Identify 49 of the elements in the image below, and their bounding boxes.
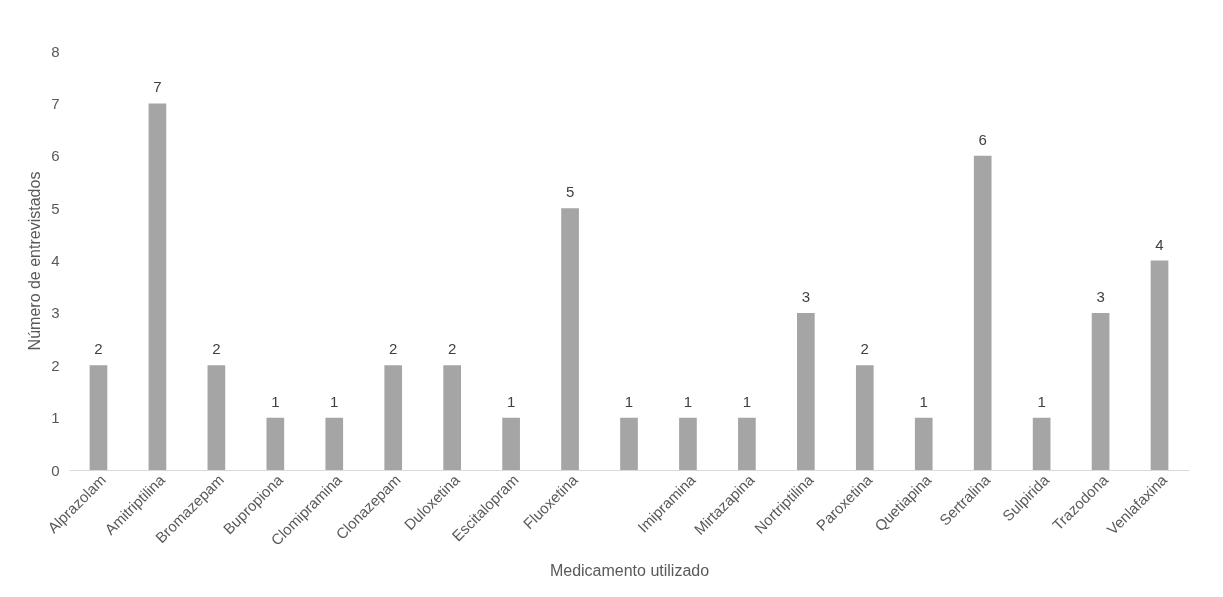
bar xyxy=(1091,312,1110,470)
bar xyxy=(738,417,756,470)
bar xyxy=(89,365,108,470)
bar xyxy=(1032,417,1051,470)
data-label: 1 xyxy=(506,392,516,410)
y-axis-title: Número de entrevistados xyxy=(26,171,44,351)
y-tick-label: 7 xyxy=(51,94,60,112)
data-label: 2 xyxy=(389,340,398,358)
bar xyxy=(1150,260,1169,470)
y-tick-label: 5 xyxy=(51,199,60,217)
data-label: 3 xyxy=(801,287,811,305)
y-tick-label: 4 xyxy=(51,252,60,269)
data-label: 1 xyxy=(683,392,693,410)
x-axis-title: Medicamento utilizado xyxy=(549,561,710,579)
data-label: 1 xyxy=(742,392,752,410)
y-tick-label: 8 xyxy=(51,42,60,60)
bar xyxy=(443,365,461,470)
bar xyxy=(855,365,874,470)
y-tick-label: 1 xyxy=(51,409,60,427)
data-label: 1 xyxy=(271,392,280,410)
y-tick-label: 3 xyxy=(51,304,60,322)
data-label: 6 xyxy=(978,130,987,148)
data-label: 1 xyxy=(919,392,928,410)
data-label: 2 xyxy=(212,340,221,358)
bar xyxy=(384,365,403,470)
bar xyxy=(620,417,638,470)
y-tick-label: 6 xyxy=(51,147,60,165)
data-label: 7 xyxy=(153,78,162,96)
data-label: 1 xyxy=(1037,392,1046,410)
bar xyxy=(561,208,579,470)
bar xyxy=(973,155,992,470)
bar xyxy=(148,103,167,470)
data-label: 4 xyxy=(1155,235,1164,253)
data-label: 1 xyxy=(624,392,634,410)
data-label: 1 xyxy=(330,392,339,410)
bar xyxy=(914,417,933,470)
y-tick-label: 2 xyxy=(51,356,60,374)
bar xyxy=(266,417,285,470)
data-label: 2 xyxy=(860,340,869,358)
data-label: 2 xyxy=(94,340,103,358)
data-label: 5 xyxy=(565,183,575,201)
bar xyxy=(502,417,520,470)
bar xyxy=(325,417,344,470)
bar xyxy=(679,417,697,470)
y-tick-label: 0 xyxy=(51,461,60,479)
data-label: 2 xyxy=(447,340,457,358)
bar xyxy=(207,365,226,470)
bar xyxy=(797,312,815,470)
data-label: 3 xyxy=(1096,287,1105,305)
